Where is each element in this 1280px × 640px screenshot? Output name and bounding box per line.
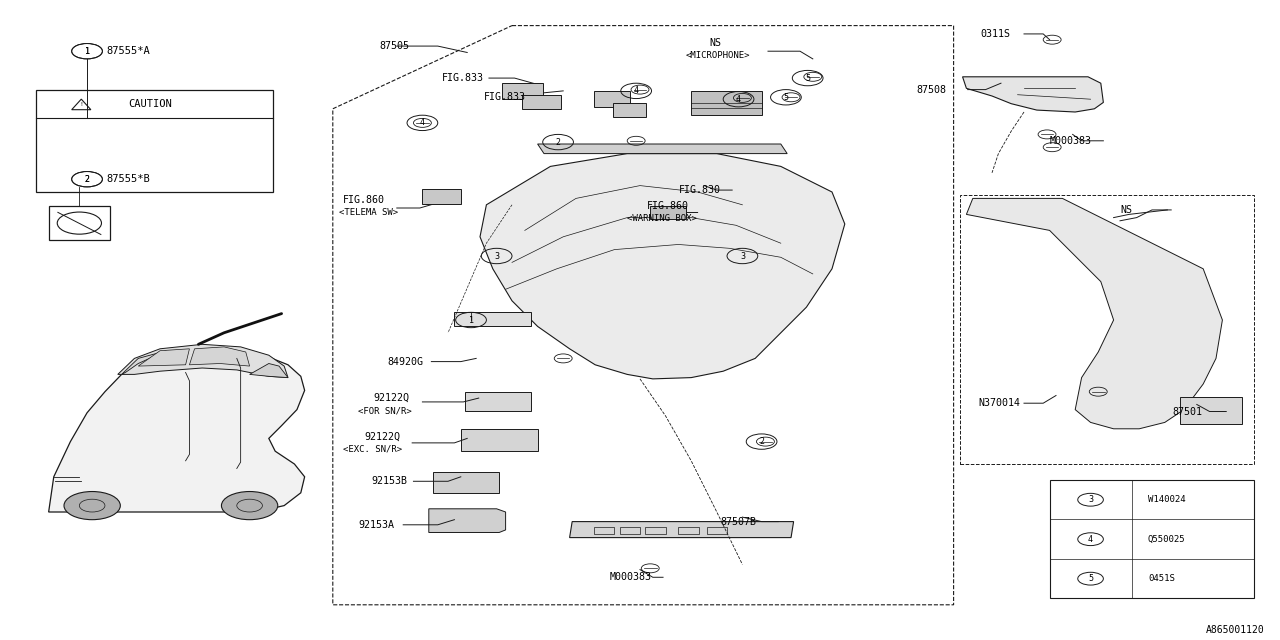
Text: 87507B: 87507B bbox=[721, 516, 756, 527]
Text: 92122Q: 92122Q bbox=[365, 431, 401, 442]
Text: FIG.830: FIG.830 bbox=[678, 185, 721, 195]
Text: 5: 5 bbox=[1088, 574, 1093, 583]
Polygon shape bbox=[480, 154, 845, 379]
Bar bbox=[691, 91, 762, 115]
Text: NS: NS bbox=[1120, 205, 1132, 215]
Polygon shape bbox=[966, 198, 1222, 429]
Bar bbox=[522, 95, 561, 109]
Polygon shape bbox=[122, 351, 166, 374]
Bar bbox=[1180, 397, 1242, 424]
Text: <WARNING BOX>: <WARNING BOX> bbox=[627, 214, 698, 223]
Text: 1: 1 bbox=[84, 47, 90, 56]
Bar bbox=[422, 189, 461, 204]
Text: 0311S: 0311S bbox=[980, 29, 1010, 39]
Polygon shape bbox=[138, 349, 189, 366]
Bar bbox=[613, 103, 646, 117]
Bar bbox=[620, 527, 640, 534]
Text: <MICROPHONE>: <MICROPHONE> bbox=[686, 51, 750, 60]
Bar bbox=[594, 92, 630, 107]
Text: FIG.833: FIG.833 bbox=[442, 73, 484, 83]
Bar bbox=[454, 312, 531, 326]
Text: 87501: 87501 bbox=[1172, 406, 1202, 417]
Text: <TELEMA SW>: <TELEMA SW> bbox=[339, 208, 398, 217]
Bar bbox=[461, 429, 538, 451]
Text: 4: 4 bbox=[634, 86, 639, 95]
Polygon shape bbox=[538, 144, 787, 154]
Polygon shape bbox=[118, 344, 288, 378]
Text: <EXC. SN/R>: <EXC. SN/R> bbox=[343, 445, 402, 454]
Text: 92153A: 92153A bbox=[358, 520, 394, 530]
Text: 92153B: 92153B bbox=[371, 476, 407, 486]
Text: 3: 3 bbox=[1088, 495, 1093, 504]
Text: FIG.860: FIG.860 bbox=[646, 201, 689, 211]
Text: Q550025: Q550025 bbox=[1148, 534, 1185, 544]
Text: !: ! bbox=[79, 102, 83, 107]
Text: 87555*A: 87555*A bbox=[106, 46, 150, 56]
Text: M000383: M000383 bbox=[1050, 136, 1092, 146]
Text: 2: 2 bbox=[84, 175, 90, 184]
Text: 3: 3 bbox=[740, 252, 745, 260]
Text: 1: 1 bbox=[468, 316, 474, 324]
Bar bbox=[1050, 480, 1254, 598]
Text: 4: 4 bbox=[736, 95, 741, 104]
Text: 1: 1 bbox=[84, 47, 90, 56]
Text: 87508: 87508 bbox=[916, 84, 946, 95]
Polygon shape bbox=[250, 364, 288, 378]
Bar bbox=[678, 527, 699, 534]
Text: 2: 2 bbox=[759, 437, 764, 446]
Bar bbox=[36, 90, 273, 192]
Text: M000383: M000383 bbox=[609, 572, 652, 582]
Text: 3: 3 bbox=[494, 252, 499, 260]
Text: <FOR SN/R>: <FOR SN/R> bbox=[358, 406, 412, 415]
Bar bbox=[960, 195, 1254, 464]
Polygon shape bbox=[963, 77, 1103, 112]
Text: N370014: N370014 bbox=[978, 398, 1020, 408]
Text: 2: 2 bbox=[556, 138, 561, 147]
Circle shape bbox=[64, 492, 120, 520]
Text: FIG.833: FIG.833 bbox=[484, 92, 526, 102]
Text: 4: 4 bbox=[420, 118, 425, 127]
Bar bbox=[49, 206, 110, 240]
Text: 5: 5 bbox=[783, 93, 788, 102]
Polygon shape bbox=[49, 351, 305, 512]
Text: 87505: 87505 bbox=[379, 41, 408, 51]
Circle shape bbox=[221, 492, 278, 520]
Text: NS: NS bbox=[709, 38, 721, 48]
Bar bbox=[465, 392, 531, 411]
Text: FIG.860: FIG.860 bbox=[343, 195, 385, 205]
Text: W140024: W140024 bbox=[1148, 495, 1185, 504]
Text: 2: 2 bbox=[84, 175, 90, 184]
Polygon shape bbox=[570, 522, 794, 538]
Text: 5: 5 bbox=[805, 74, 810, 83]
Text: 0451S: 0451S bbox=[1148, 574, 1175, 583]
Text: 87555*B: 87555*B bbox=[106, 174, 150, 184]
Bar bbox=[707, 527, 727, 534]
Text: CAUTION: CAUTION bbox=[128, 99, 172, 109]
Polygon shape bbox=[429, 509, 506, 532]
Bar bbox=[433, 472, 499, 493]
Bar bbox=[645, 527, 666, 534]
Text: 84920G: 84920G bbox=[388, 356, 424, 367]
Bar bbox=[502, 83, 543, 99]
Text: A865001120: A865001120 bbox=[1206, 625, 1265, 636]
Polygon shape bbox=[189, 347, 250, 366]
Bar bbox=[650, 206, 686, 219]
Text: 92122Q: 92122Q bbox=[374, 393, 410, 403]
Text: 4: 4 bbox=[1088, 534, 1093, 544]
Bar bbox=[594, 527, 614, 534]
